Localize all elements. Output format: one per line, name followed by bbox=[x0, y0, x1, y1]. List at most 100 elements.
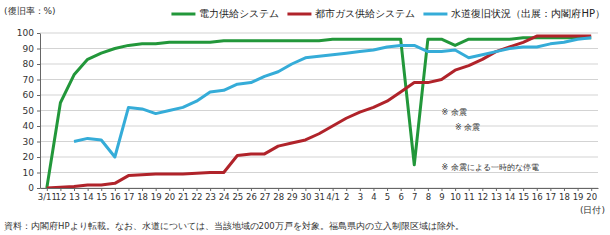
y-tick: 100 bbox=[17, 28, 40, 38]
x-tick-label: 18 bbox=[559, 192, 570, 202]
x-tick-label: 4/1 bbox=[326, 192, 340, 202]
x-tick-label: 22 bbox=[192, 192, 203, 202]
x-tick-label: 16 bbox=[532, 192, 543, 202]
x-tick-label: 20 bbox=[586, 192, 597, 202]
x-tick-mark bbox=[265, 188, 266, 191]
x-tick: 14 bbox=[505, 188, 516, 202]
x-tick: 8 bbox=[426, 188, 431, 202]
x-tick-mark bbox=[292, 188, 293, 191]
x-tick-mark bbox=[333, 188, 334, 191]
x-tick-mark bbox=[197, 188, 198, 191]
y-tick-label: 50 bbox=[23, 106, 35, 116]
x-tick: 27 bbox=[260, 188, 271, 202]
x-tick-mark bbox=[142, 188, 143, 191]
x-tick-label: 9 bbox=[439, 192, 444, 202]
y-tick-mark bbox=[37, 80, 40, 81]
grid-line bbox=[40, 33, 598, 34]
x-tick: 20 bbox=[586, 188, 597, 202]
x-tick: 20 bbox=[164, 188, 175, 202]
x-tick-mark bbox=[537, 188, 538, 191]
x-tick: 29 bbox=[287, 188, 298, 202]
y-tick-mark bbox=[37, 126, 40, 127]
x-tick-label: 29 bbox=[287, 192, 298, 202]
x-tick-mark bbox=[401, 188, 402, 191]
legend-label: 電力供給システム bbox=[199, 8, 279, 19]
x-tick-mark bbox=[564, 188, 565, 191]
y-tick: 90 bbox=[23, 44, 40, 54]
chart-svg: 01020304050607080901003/1112131415161718… bbox=[0, 0, 610, 235]
y-tick: 80 bbox=[23, 59, 40, 69]
x-tick-label: 8 bbox=[426, 192, 431, 202]
x-tick-mark bbox=[428, 188, 429, 191]
x-tick: 12 bbox=[56, 188, 67, 202]
series-line bbox=[47, 36, 591, 188]
y-tick-label: 100 bbox=[17, 28, 34, 38]
x-tick-mark bbox=[496, 188, 497, 191]
y-tick-label: 10 bbox=[23, 168, 35, 178]
grid-line bbox=[40, 95, 598, 96]
x-tick-label: 13 bbox=[491, 192, 502, 202]
source-note: 資料：内閣府HPより転載。なお、水道については、当該地域の200万戸を対象。福島… bbox=[4, 221, 464, 231]
x-tick-label: 25 bbox=[232, 192, 243, 202]
x-tick-mark bbox=[346, 188, 347, 191]
x-tick-mark bbox=[455, 188, 456, 191]
y-tick-mark bbox=[37, 49, 40, 50]
x-tick-mark bbox=[305, 188, 306, 191]
y-tick-mark bbox=[37, 33, 40, 34]
x-tick-label: 28 bbox=[273, 192, 284, 202]
x-tick-mark bbox=[578, 188, 579, 191]
x-tick-mark bbox=[251, 188, 252, 191]
series-line bbox=[74, 38, 591, 157]
y-tick: 40 bbox=[23, 121, 40, 131]
x-tick-label: 3 bbox=[358, 192, 363, 202]
x-tick-mark bbox=[510, 188, 511, 191]
x-tick-label: 12 bbox=[477, 192, 488, 202]
x-tick: 5 bbox=[385, 188, 390, 202]
x-tick-mark bbox=[319, 188, 320, 191]
x-tick: 9 bbox=[439, 188, 444, 202]
y-tick: 60 bbox=[23, 90, 40, 100]
series-line bbox=[47, 38, 591, 188]
x-tick: 19 bbox=[151, 188, 162, 202]
x-tick-mark bbox=[469, 188, 470, 191]
x-tick-mark bbox=[183, 188, 184, 191]
x-tick: 12 bbox=[477, 188, 488, 202]
grid bbox=[40, 33, 598, 188]
x-tick-mark bbox=[128, 188, 129, 191]
x-tick: 18 bbox=[137, 188, 148, 202]
y-tick-label: 40 bbox=[23, 121, 35, 131]
grid-line bbox=[40, 110, 598, 111]
x-tick: 16 bbox=[110, 188, 121, 202]
y-tick-label: 70 bbox=[23, 75, 35, 85]
x-tick-mark bbox=[591, 188, 592, 191]
x-tick-mark bbox=[550, 188, 551, 191]
x-tick-label: 15 bbox=[518, 192, 529, 202]
x-tick-mark bbox=[101, 188, 102, 191]
grid-line bbox=[40, 141, 598, 142]
x-tick-label: 19 bbox=[573, 192, 584, 202]
chart: 01020304050607080901003/1112131415161718… bbox=[0, 0, 610, 235]
x-tick: 15 bbox=[96, 188, 107, 202]
annotation: ※ 余震 bbox=[441, 108, 466, 117]
y-tick-label: 90 bbox=[23, 44, 35, 54]
y-axis-title: (復旧率：%) bbox=[4, 6, 56, 16]
x-tick-mark bbox=[482, 188, 483, 191]
x-tick: 21 bbox=[178, 188, 189, 202]
x-tick-label: 16 bbox=[110, 192, 121, 202]
x-tick: 31 bbox=[314, 188, 325, 202]
x-tick-label: 10 bbox=[450, 192, 461, 202]
grid-line bbox=[40, 64, 598, 65]
x-tick-label: 21 bbox=[178, 192, 189, 202]
x-tick-label: 12 bbox=[56, 192, 67, 202]
x-tick: 13 bbox=[69, 188, 80, 202]
x-tick-mark bbox=[169, 188, 170, 191]
y-tick-mark bbox=[37, 111, 40, 112]
x-tick-mark bbox=[414, 188, 415, 191]
x-tick-label: 18 bbox=[137, 192, 148, 202]
x-tick-mark bbox=[88, 188, 89, 191]
y-tick: 10 bbox=[23, 168, 40, 178]
x-tick-label: 27 bbox=[260, 192, 271, 202]
x-tick: 26 bbox=[246, 188, 257, 202]
x-tick-mark bbox=[156, 188, 157, 191]
x-tick-mark bbox=[210, 188, 211, 191]
